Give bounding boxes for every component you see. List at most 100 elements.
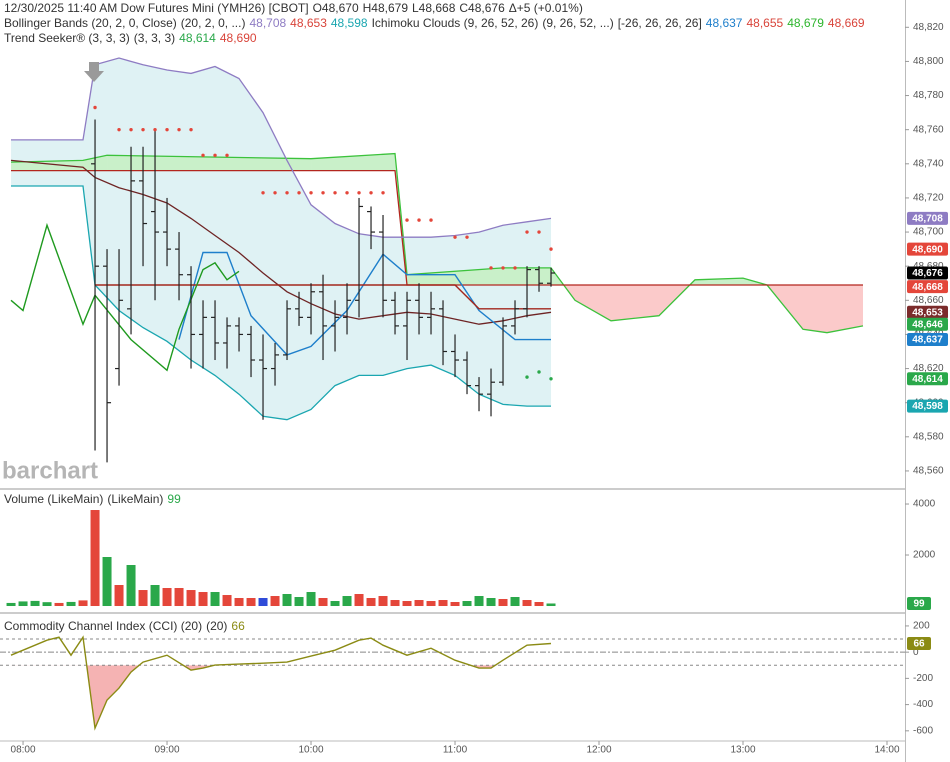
price-badge-label: 48,614 bbox=[912, 374, 943, 385]
panel-title: Commodity Channel Index (CCI) (20) bbox=[4, 619, 203, 633]
trend-dot bbox=[405, 218, 409, 222]
y-tick-label: 4000 bbox=[913, 499, 936, 510]
y-tick-label: 0 bbox=[913, 647, 919, 658]
symbol-title: 12/30/2025 11:40 AM Dow Futures Mini (YM… bbox=[4, 1, 309, 15]
trend-dot bbox=[201, 153, 205, 157]
y-tick-label: -200 bbox=[913, 673, 933, 684]
volume-bar bbox=[306, 592, 316, 607]
x-tick-label: 08:00 bbox=[11, 745, 36, 756]
y-tick-label: -400 bbox=[913, 699, 933, 710]
x-tick-label: 09:00 bbox=[155, 745, 180, 756]
y-tick-label: 48,740 bbox=[913, 158, 944, 169]
trend-dot bbox=[309, 191, 313, 195]
price-badge bbox=[907, 280, 948, 294]
x-tick-label: 13:00 bbox=[730, 745, 755, 756]
quote-value: Δ+5 (+0.01%) bbox=[508, 1, 583, 15]
indicator-reading: 48,637 bbox=[705, 16, 743, 30]
x-tick-label: 14:00 bbox=[874, 745, 899, 756]
price-badge bbox=[907, 305, 948, 319]
panel bbox=[6, 510, 556, 607]
y-tick-label: 48,580 bbox=[913, 431, 944, 442]
trend-dot bbox=[549, 247, 553, 251]
trend-dot bbox=[429, 218, 433, 222]
event-arrow bbox=[84, 62, 104, 82]
cloud-fill bbox=[803, 284, 828, 333]
trend-dot bbox=[513, 266, 517, 270]
watermark: barchart bbox=[2, 457, 98, 484]
trend-dot bbox=[357, 191, 361, 195]
trend-dot bbox=[369, 191, 373, 195]
quote-value: H48,679 bbox=[362, 1, 408, 15]
price-badge-label: 48,653 bbox=[912, 307, 943, 318]
volume-bar bbox=[150, 584, 160, 607]
line bbox=[10, 222, 240, 372]
y-tick-label: 48,700 bbox=[913, 227, 944, 238]
volume-bar bbox=[354, 593, 364, 607]
volume-bar bbox=[294, 597, 304, 607]
indicator-name: Bollinger Bands (20, 2, 0, Close) bbox=[4, 16, 177, 30]
volume-bar bbox=[282, 593, 292, 607]
volume-legend: Volume (LikeMain) (LikeMain) 99 bbox=[4, 492, 185, 507]
trend-dot bbox=[489, 266, 493, 270]
volume-bar bbox=[498, 598, 508, 607]
indicator-reading: 48,690 bbox=[219, 31, 257, 45]
cloud-fill bbox=[575, 284, 612, 321]
price-badge-label: 48,646 bbox=[912, 319, 943, 330]
indicator-reading: 48,669 bbox=[827, 16, 865, 30]
quote-line: 12/30/2025 11:40 AM Dow Futures Mini (YM… bbox=[4, 1, 869, 16]
indicator-reading: 48,679 bbox=[787, 16, 824, 30]
indicator-params: [-26, 26, 26, 26] bbox=[617, 16, 702, 30]
price-badge bbox=[907, 242, 948, 256]
indicator-reading: 48,614 bbox=[179, 31, 216, 45]
trend-dot bbox=[93, 105, 97, 110]
volume-bar bbox=[270, 596, 280, 607]
indicator-params: (20, 2, 0, ...) bbox=[180, 16, 246, 30]
value-badge bbox=[907, 596, 931, 610]
volume-bar bbox=[378, 596, 388, 607]
volume-bar bbox=[210, 592, 220, 607]
trend-dot bbox=[165, 127, 169, 132]
value-badge bbox=[907, 637, 931, 651]
volume-bar bbox=[138, 590, 148, 607]
trend-dot bbox=[453, 235, 457, 239]
price-badge bbox=[907, 333, 948, 347]
quote-value: L48,668 bbox=[412, 1, 456, 15]
trend-dot bbox=[261, 191, 265, 195]
trend-dot bbox=[549, 377, 553, 381]
trend-dot bbox=[465, 235, 469, 239]
band-fill bbox=[11, 58, 552, 420]
trend-dot bbox=[297, 191, 301, 195]
trend-dot bbox=[381, 191, 385, 195]
y-tick-label: 48,560 bbox=[913, 466, 944, 477]
line bbox=[10, 152, 864, 334]
indicator-reading: 48,598 bbox=[330, 16, 368, 30]
price-badge bbox=[907, 372, 948, 386]
trend-dot bbox=[153, 127, 157, 132]
volume-bar bbox=[450, 602, 460, 607]
volume-bar bbox=[66, 601, 76, 607]
cloud-fill bbox=[827, 284, 864, 333]
price-badge-label: 48,637 bbox=[912, 335, 943, 346]
x-tick-label: 12:00 bbox=[586, 745, 611, 756]
volume-bar bbox=[126, 565, 136, 607]
volume-bar bbox=[162, 588, 172, 607]
y-tick-label: 48,800 bbox=[913, 56, 944, 67]
volume-bar bbox=[198, 592, 208, 607]
volume-bar bbox=[330, 601, 340, 607]
volume-bar bbox=[318, 598, 328, 607]
cloud-fill bbox=[107, 155, 312, 171]
trend-dot bbox=[345, 191, 349, 195]
indicator-line: Trend Seeker® (3, 3, 3) (3, 3, 3) 48,614 48… bbox=[4, 31, 869, 46]
cloud-fill bbox=[611, 284, 660, 321]
y-tick-label: -600 bbox=[913, 725, 933, 736]
panel-params: (LikeMain) bbox=[107, 492, 164, 506]
price-badge-label: 48,668 bbox=[912, 282, 943, 293]
indicator-line: Bollinger Bands (20, 2, 0, Close) (20, 2,… bbox=[4, 16, 869, 31]
y-tick-label: 48,660 bbox=[913, 295, 944, 306]
volume-bar bbox=[546, 603, 556, 607]
trend-dot bbox=[285, 191, 289, 195]
indicator-params: (3, 3, 3) bbox=[133, 31, 176, 45]
x-tick-label: 10:00 bbox=[299, 745, 324, 756]
volume-bar bbox=[510, 597, 520, 607]
